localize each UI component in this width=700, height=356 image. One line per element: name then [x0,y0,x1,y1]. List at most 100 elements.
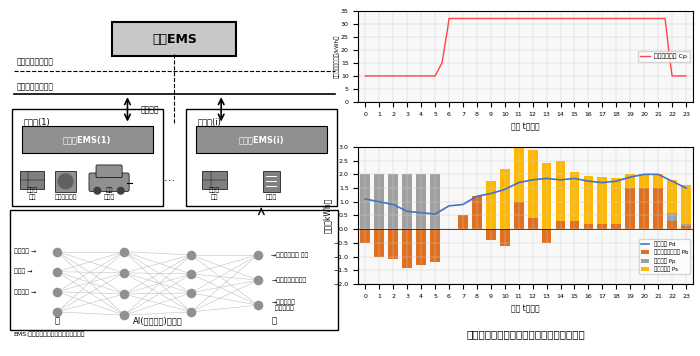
Bar [681,226,691,229]
Bar [681,224,691,226]
電力需要 Pd [682,186,690,190]
Circle shape [118,187,124,194]
Text: 需要家EMS(i): 需要家EMS(i) [239,135,284,144]
X-axis label: 時刻 t（時）: 時刻 t（時） [512,122,540,131]
Text: 需要家(1): 需要家(1) [24,118,50,127]
Text: 地域EMS: 地域EMS [152,33,197,46]
Text: 電力需要 →: 電力需要 → [14,249,36,255]
Text: EMS:エネルギーマネジメントシステム: EMS:エネルギーマネジメントシステム [14,331,85,337]
Bar [430,174,440,229]
Bar [360,174,370,229]
電気料金単価 Cp [668,74,676,78]
電気料金単価 Cp [444,16,453,21]
Bar [570,172,580,221]
電力需要 Pd [514,180,523,185]
FancyBboxPatch shape [20,171,45,189]
電力需要 Pd [640,172,648,177]
Bar [667,180,677,213]
電力需要 Pd [626,175,634,179]
X-axis label: 時刻 t（時）: 時刻 t（時） [512,304,540,313]
Line: 電気料金単価 Cp: 電気料金単価 Cp [365,19,686,76]
Bar [556,161,566,221]
FancyBboxPatch shape [202,171,227,189]
Bar [625,188,635,229]
FancyBboxPatch shape [96,165,122,178]
Bar [500,229,510,246]
Text: 蓄電池: 蓄電池 [266,194,277,200]
Text: →ヒートポンプ 出力: →ヒートポンプ 出力 [272,252,309,258]
FancyBboxPatch shape [10,210,338,330]
電力需要 Pd [444,204,453,208]
Bar [584,224,594,229]
電力需要 Pd [458,202,467,206]
Text: 太陽光
発電: 太陽光 発電 [209,188,220,200]
Bar [402,229,412,268]
電力需要 Pd [612,179,620,183]
Circle shape [58,174,73,189]
Point [52,289,63,295]
Bar [598,224,608,229]
電気料金単価 Cp [438,61,446,65]
FancyBboxPatch shape [113,22,236,56]
Text: 電力価格 →: 電力価格 → [14,289,36,294]
Bar [458,215,468,229]
Text: ヒートポンプ: ヒートポンプ [55,194,77,200]
Bar [500,169,510,229]
Legend: 電気料金単価 Cp: 電気料金単価 Cp [638,51,690,62]
Point [253,252,264,258]
電気料金単価 Cp [361,74,370,78]
Text: 需要家エネルギーシステムの運転計画結果: 需要家エネルギーシステムの運転計画結果 [466,329,585,339]
電力需要 Pd [570,176,579,180]
電力需要 Pd [486,192,495,196]
電気料金単価 Cp [443,27,452,31]
Point [118,249,130,255]
Bar [653,188,663,229]
Bar [416,229,426,265]
Bar [542,163,552,229]
Bar [639,174,649,188]
Bar [653,174,663,188]
Bar [389,229,398,259]
Text: 太陽光
発電: 太陽光 発電 [27,188,38,200]
Bar [486,229,496,240]
Text: →電気自動車
  充放電出力: →電気自動車 充放電出力 [272,299,295,311]
FancyBboxPatch shape [22,126,153,153]
Point [253,302,264,308]
FancyBboxPatch shape [196,126,327,153]
Bar [625,174,635,188]
Y-axis label: 電力（kWh）: 電力（kWh） [323,198,332,233]
Bar [416,174,426,229]
Bar [667,213,677,221]
Bar [374,174,384,229]
Text: 需要家EMS(1): 需要家EMS(1) [63,135,111,144]
Bar [528,150,538,218]
Bar [360,229,370,243]
Point [52,249,63,255]
電力需要 Pd [584,179,593,183]
Bar [611,224,621,229]
Point [118,312,130,318]
FancyBboxPatch shape [186,109,337,206]
電力需要 Pd [500,187,509,192]
Point [52,269,63,274]
Bar [528,218,538,229]
電力需要 Pd [556,178,565,182]
電気料金単価 Cp [431,74,440,78]
Point [186,271,197,277]
Point [186,252,197,258]
電力需要 Pd [598,180,607,185]
Text: 通信ネットワーク: 通信ネットワーク [17,57,54,66]
Point [118,291,130,297]
Y-axis label: 電気料金単価（円/kWh）: 電気料金単価（円/kWh） [334,35,340,78]
Bar [514,139,524,202]
Bar [639,188,649,229]
Bar [374,229,384,257]
Bar [681,185,691,224]
Bar [514,202,524,229]
Point [186,309,197,315]
Bar [486,181,496,229]
電力需要 Pd [389,202,398,206]
Point [52,309,63,315]
Text: AI(深層学習)モデル: AI(深層学習)モデル [133,317,183,326]
Text: 電力ネットワーク: 電力ネットワーク [17,82,54,91]
